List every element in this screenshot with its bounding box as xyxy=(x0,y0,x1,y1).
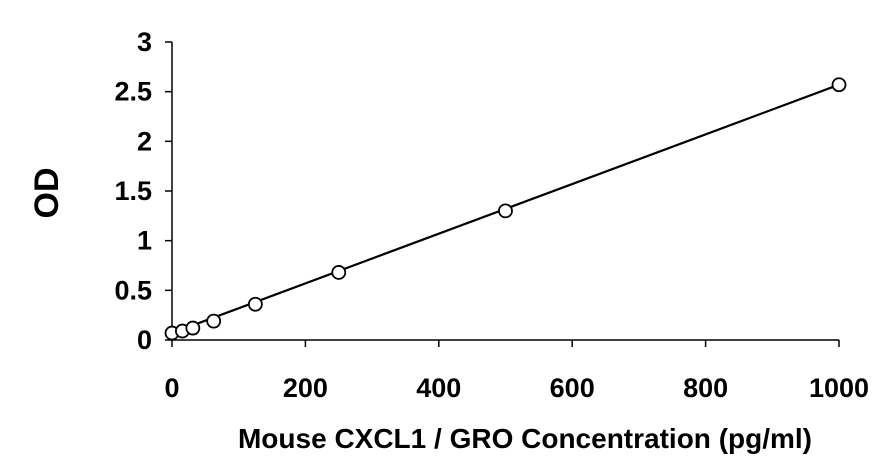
y-tick-label: 1 xyxy=(137,226,152,256)
data-point xyxy=(206,313,222,329)
data-point xyxy=(185,320,201,336)
y-tick-labels: 0 0.5 1 1.5 2 2.5 3 xyxy=(114,27,152,355)
data-point xyxy=(247,296,263,312)
x-tick-label: 1000 xyxy=(809,373,869,403)
x-tick-label: 400 xyxy=(416,373,461,403)
y-tick-label: 0.5 xyxy=(114,275,152,305)
x-tick-label: 200 xyxy=(283,373,328,403)
x-tick-label: 600 xyxy=(550,373,595,403)
data-point xyxy=(831,77,847,93)
x-tick-label: 0 xyxy=(164,373,179,403)
data-point xyxy=(331,265,347,280)
data-points xyxy=(164,77,847,341)
y-tick-label: 0 xyxy=(137,325,152,355)
y-tick-label: 2.5 xyxy=(114,77,152,107)
x-tick-label: 800 xyxy=(683,373,728,403)
x-tick-labels: 0 200 400 600 800 1000 xyxy=(164,373,869,403)
y-axis-title: OD xyxy=(28,168,66,219)
data-point xyxy=(498,203,513,219)
y-tick-label: 2 xyxy=(137,126,152,156)
x-axis-title: Mouse CXCL1 / GRO Concentration (pg/ml) xyxy=(238,423,812,454)
y-tick-label: 3 xyxy=(137,27,152,57)
axes xyxy=(165,41,840,347)
y-tick-label: 1.5 xyxy=(114,176,152,206)
